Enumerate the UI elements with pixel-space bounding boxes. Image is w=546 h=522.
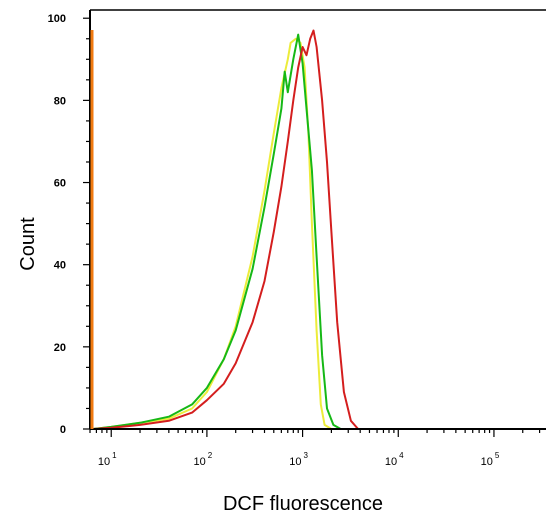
x-axis-label: DCF fluorescence (223, 493, 383, 515)
x-tick-label: 103 (289, 451, 308, 468)
x-tick-label: 104 (385, 451, 404, 468)
x-tick-label: 101 (98, 451, 117, 468)
x-tick-label: 102 (194, 451, 213, 468)
series-layer (93, 29, 540, 430)
y-tick-label: 20 (54, 342, 66, 354)
series-line-3 (93, 29, 540, 430)
y-tick-label: 60 (54, 178, 66, 190)
series-line-2 (93, 33, 540, 430)
y-tick-label: 100 (48, 13, 66, 25)
x-tick-label: 105 (481, 451, 500, 468)
x-axis-ticks (89, 429, 541, 437)
y-axis-ticks (83, 17, 90, 430)
y-tick-label: 40 (54, 260, 66, 272)
series-line-1 (93, 37, 540, 430)
y-tick-label: 0 (60, 424, 66, 436)
x-tick-labels: 101 102 103 104 105 (98, 451, 500, 468)
y-tick-label: 80 (54, 95, 66, 107)
y-axis-label: Count (17, 217, 39, 271)
y-tick-labels: 0 20 40 60 80 100 (48, 13, 66, 436)
